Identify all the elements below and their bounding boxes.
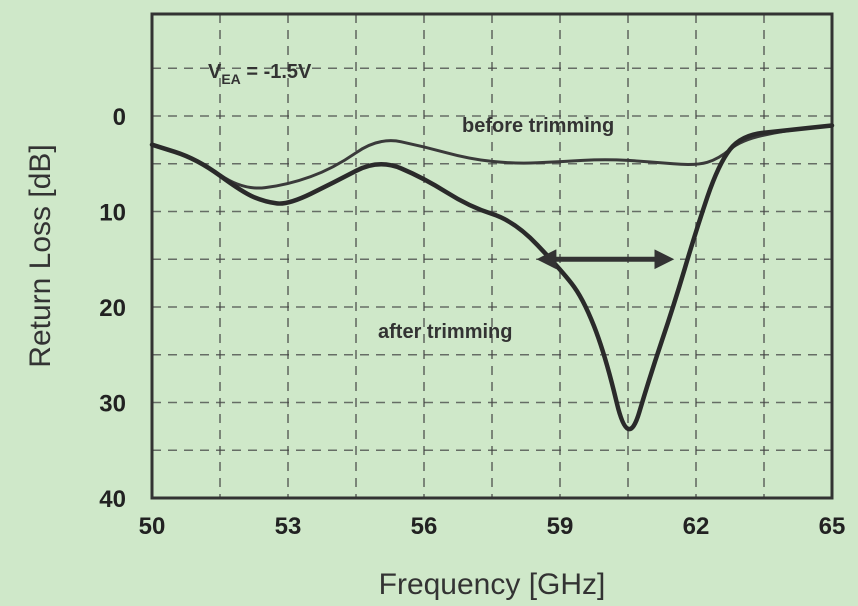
after-trimming-label: after trimming xyxy=(378,321,512,343)
y-tick-label: 0 xyxy=(113,104,126,131)
y-axis-title: Return Loss [dB] xyxy=(24,144,57,367)
y-tick-label: 40 xyxy=(99,486,126,513)
x-tick-label: 56 xyxy=(411,513,438,540)
condition-label: VEA = -1.5V xyxy=(208,61,312,87)
plot-frame xyxy=(150,12,834,500)
before-trimming-label: before trimming xyxy=(462,115,614,137)
x-tick-label: 59 xyxy=(547,513,574,540)
x-tick-label: 62 xyxy=(683,513,710,540)
condition-label-subscript: EA xyxy=(221,71,240,87)
condition-label-prefix: V xyxy=(208,61,222,83)
tick-labels: 50 53 56 59 62 65 0 10 20 30 40 xyxy=(99,104,845,540)
condition-label-value: = -1.5V xyxy=(241,61,312,83)
x-tick-label: 65 xyxy=(819,513,846,540)
grid-lines xyxy=(152,14,832,498)
x-axis-title: Frequency [GHz] xyxy=(379,568,606,601)
series-lines xyxy=(149,123,835,432)
x-tick-label: 53 xyxy=(275,513,302,540)
y-tick-label: 20 xyxy=(99,295,126,322)
x-tick-label: 50 xyxy=(139,513,166,540)
y-tick-label: 30 xyxy=(99,391,126,418)
y-tick-label: 10 xyxy=(99,200,126,227)
series-line-after-trimming xyxy=(149,123,835,432)
